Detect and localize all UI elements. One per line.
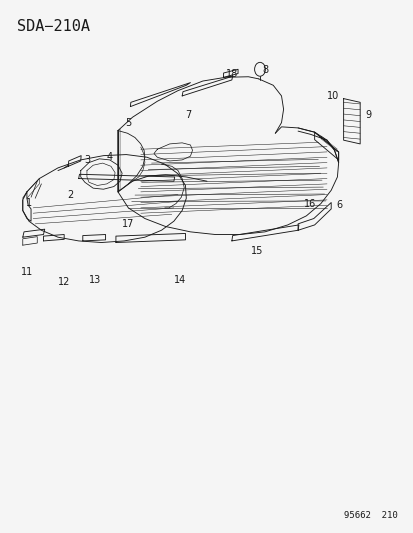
Text: 6: 6 — [336, 200, 342, 210]
Text: 7: 7 — [185, 110, 191, 119]
Text: 8: 8 — [261, 66, 267, 75]
Text: 10: 10 — [326, 91, 339, 101]
Text: 11: 11 — [21, 267, 33, 277]
Text: 4: 4 — [107, 152, 112, 162]
Text: 1: 1 — [26, 198, 32, 207]
Text: 17: 17 — [122, 219, 134, 229]
Text: 9: 9 — [365, 110, 370, 119]
Text: 13: 13 — [89, 275, 101, 285]
Text: 14: 14 — [173, 275, 186, 285]
Text: 5: 5 — [125, 118, 131, 127]
Text: 2: 2 — [67, 190, 74, 199]
Text: 12: 12 — [58, 278, 70, 287]
Text: SDA−210A: SDA−210A — [17, 19, 89, 34]
Text: 18: 18 — [225, 69, 237, 78]
Text: 3: 3 — [84, 155, 90, 165]
Text: 15: 15 — [250, 246, 262, 255]
Text: 16: 16 — [303, 199, 315, 208]
Text: 95662  210: 95662 210 — [343, 511, 396, 520]
